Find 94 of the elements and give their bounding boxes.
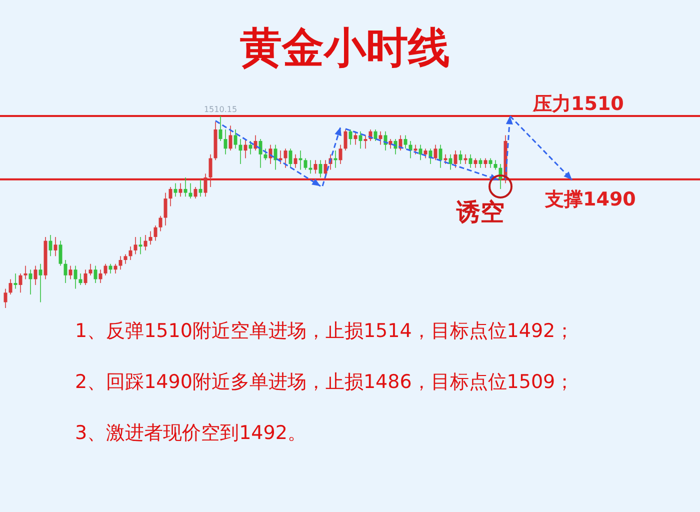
chart-title: 黄金小时线 <box>240 23 450 72</box>
candlestick <box>198 178 202 198</box>
candlestick <box>494 160 498 170</box>
candlestick <box>24 265 28 280</box>
candlestick <box>224 128 228 155</box>
candlestick <box>314 160 318 174</box>
candlestick <box>448 154 452 170</box>
candlestick <box>58 240 62 266</box>
candlestick <box>188 182 192 200</box>
candlestick <box>64 260 68 284</box>
candlestick <box>234 128 238 150</box>
candlestick <box>458 150 462 164</box>
candlestick <box>348 128 352 146</box>
candlestick <box>484 158 488 168</box>
candlestick <box>204 173 208 198</box>
candlestick <box>248 140 252 155</box>
candlestick <box>378 130 382 146</box>
candlestick <box>334 150 338 168</box>
candlestick <box>288 148 292 168</box>
candlestick <box>344 128 348 152</box>
candlestick <box>238 138 242 164</box>
candlestick <box>294 154 298 168</box>
candlestick <box>124 254 128 264</box>
ref-line-label: 支撑1490 <box>544 188 636 210</box>
candlestick <box>118 256 122 270</box>
candlestick <box>94 265 98 284</box>
candlestick <box>424 148 428 159</box>
candlestick <box>414 144 418 155</box>
candlestick <box>28 269 32 296</box>
candlestick <box>108 263 112 274</box>
candlestick <box>154 224 158 242</box>
candlestick <box>158 215 162 232</box>
candlestick <box>308 160 312 174</box>
candlestick <box>264 148 268 161</box>
candlestick <box>434 144 438 161</box>
candlestick <box>114 263 118 274</box>
candlestick <box>464 154 468 164</box>
candlestick <box>48 234 52 257</box>
candlestick <box>478 158 482 168</box>
candlestick <box>474 158 478 168</box>
candlestick <box>144 234 148 251</box>
candlestick <box>208 154 212 188</box>
candlestick <box>418 144 422 161</box>
candlestick <box>468 154 472 168</box>
candlestick <box>244 138 248 159</box>
candlestick <box>228 125 232 152</box>
text: 1510.15 <box>204 105 238 114</box>
candlestick <box>68 265 72 280</box>
candlestick <box>138 236 142 255</box>
candlestick <box>18 272 22 294</box>
candlestick <box>364 134 368 150</box>
candlestick <box>128 246 132 260</box>
candlestick <box>8 278 12 296</box>
candlestick <box>278 150 282 164</box>
text: 1、反弹1510附近空单进场，止损1514，目标点位1492； <box>75 320 574 342</box>
text: 3、激进者现价空到1492。 <box>75 422 306 444</box>
candlestick <box>358 130 362 150</box>
candlestick <box>454 150 458 168</box>
candlestick <box>134 236 138 255</box>
candlestick <box>184 176 188 198</box>
candlestick <box>148 230 152 246</box>
candlestick <box>218 116 222 142</box>
candlestick <box>88 263 92 276</box>
candlestick <box>258 138 262 168</box>
candlestick <box>14 272 18 290</box>
candlestick <box>104 263 108 276</box>
candlestick <box>84 269 88 286</box>
candlestick <box>54 236 58 257</box>
candlestick <box>298 150 302 170</box>
candlestick <box>34 265 38 286</box>
annotation: 诱空 <box>456 198 504 226</box>
candlestick <box>274 144 278 170</box>
candlestick <box>164 192 168 226</box>
candlestick <box>38 263 42 303</box>
candlestick <box>354 130 358 146</box>
candlestick <box>374 128 378 142</box>
candlestick <box>178 182 182 198</box>
candlestick <box>284 148 288 168</box>
candlestick <box>194 186 198 200</box>
candlestick <box>78 272 82 286</box>
candlestick <box>74 265 78 290</box>
text: 2、回踩1490附近多单进场，止损1486，目标点位1509； <box>75 371 574 393</box>
candlestick <box>98 269 102 284</box>
candlestick <box>444 154 448 164</box>
candlestick <box>174 182 178 198</box>
ref-line-label: 压力1510 <box>532 93 624 115</box>
candlestick <box>4 288 8 308</box>
candlestick <box>488 158 492 168</box>
candlestick <box>404 134 408 150</box>
candlestick <box>168 186 172 207</box>
candlestick <box>318 160 322 178</box>
candlestick <box>304 158 308 170</box>
candlestick <box>338 144 342 164</box>
candlestick <box>438 144 442 168</box>
